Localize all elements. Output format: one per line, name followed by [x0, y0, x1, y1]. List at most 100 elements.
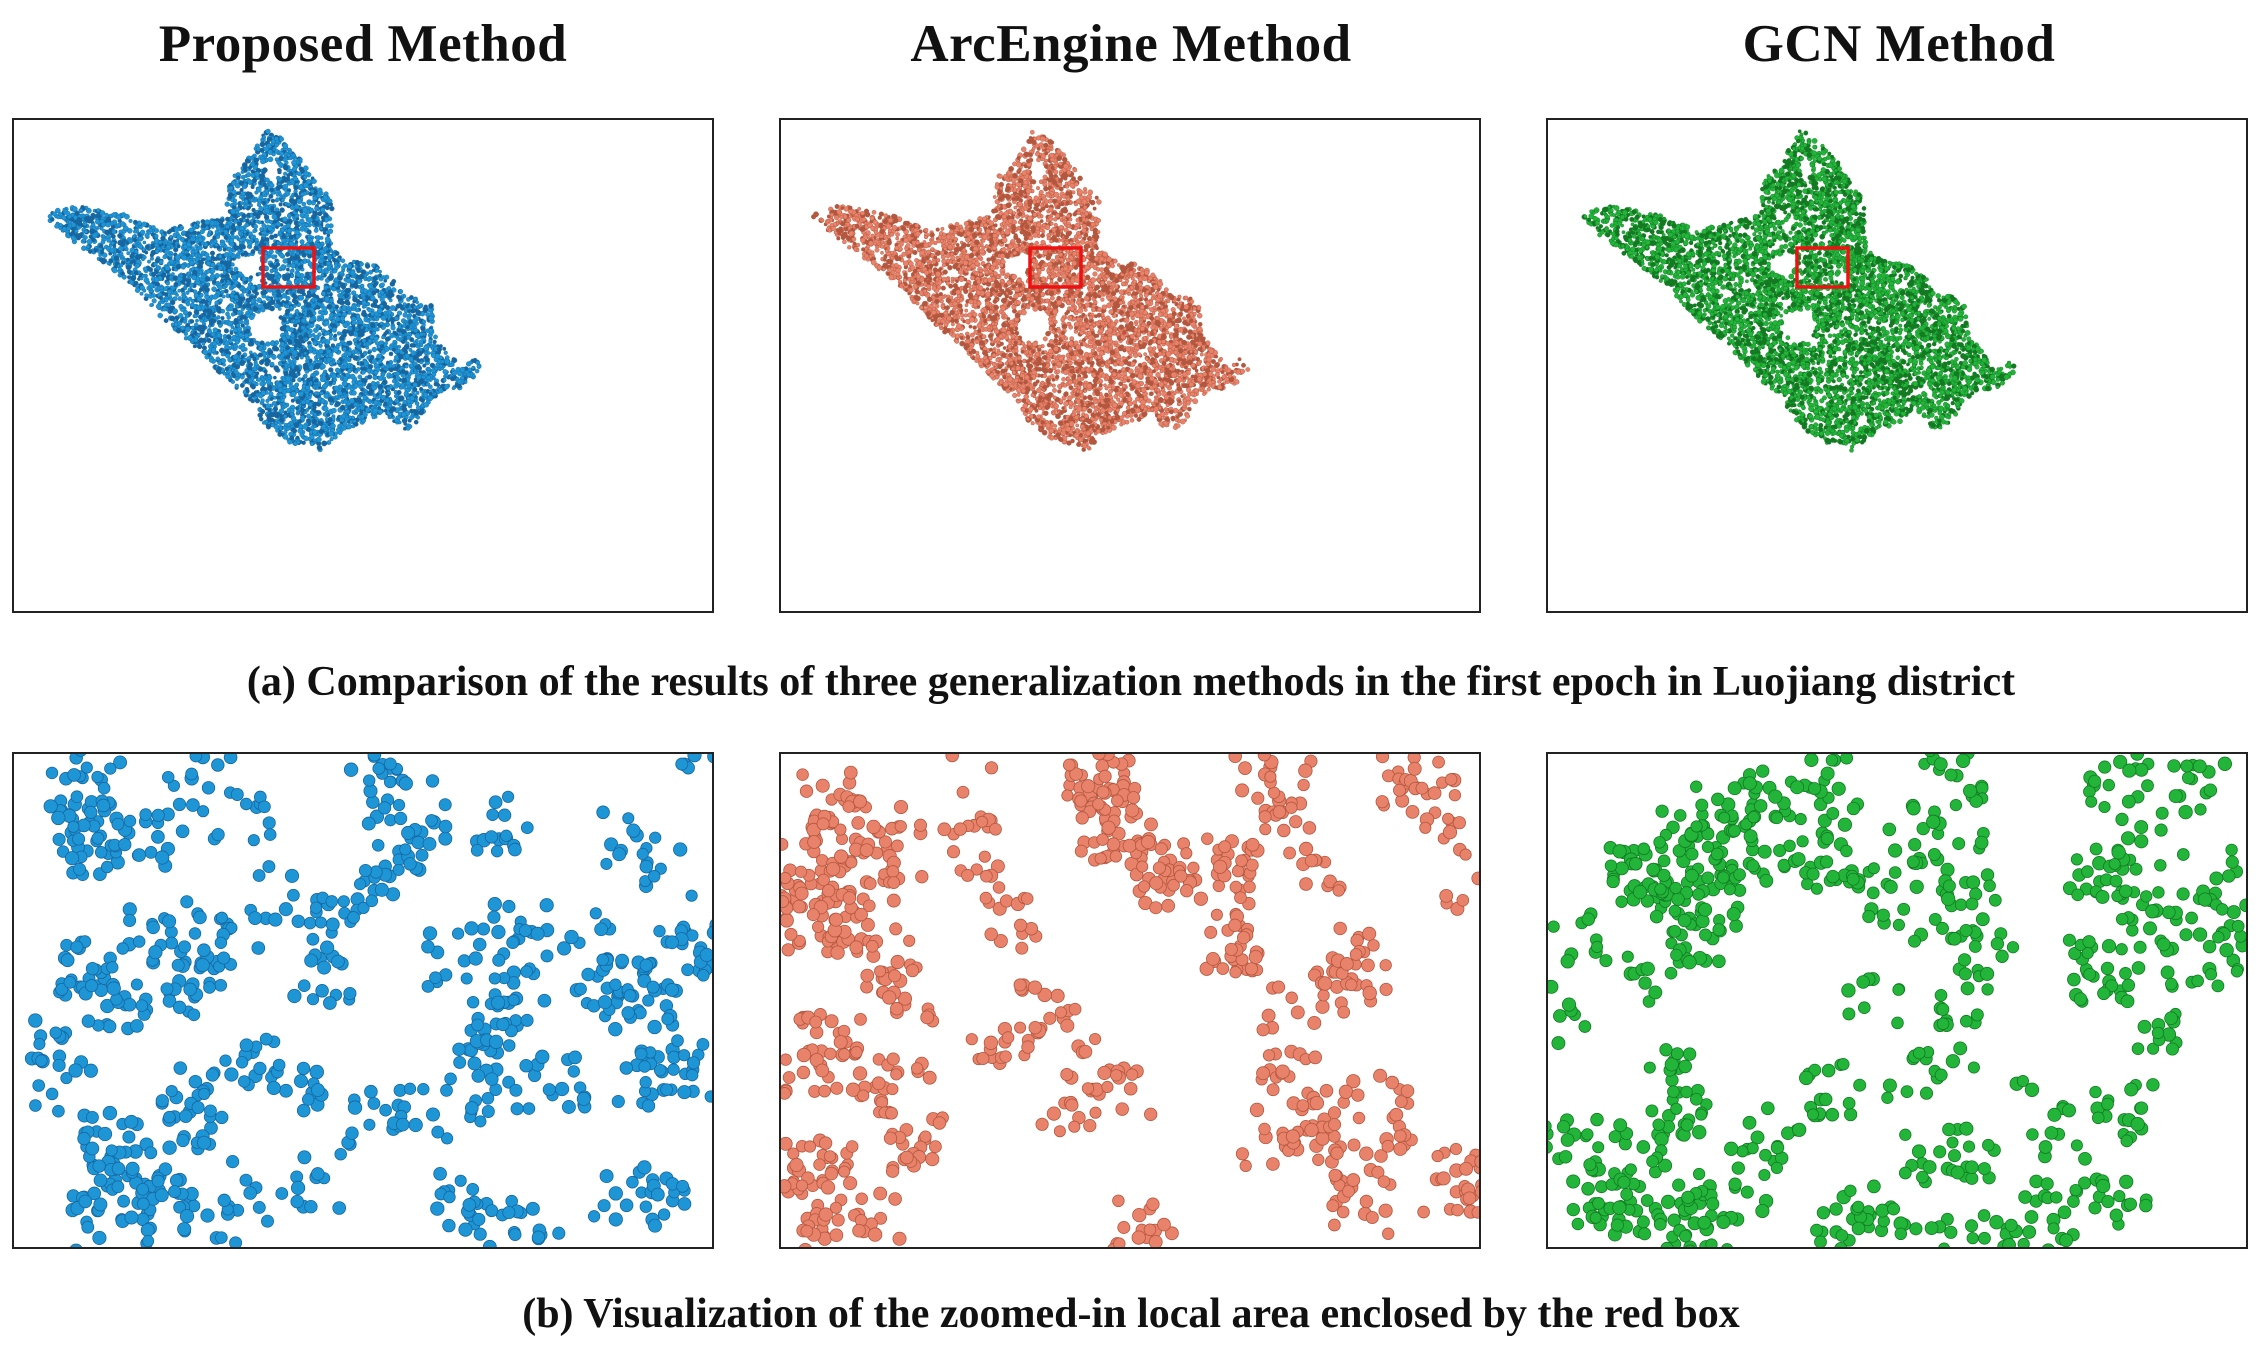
building-point	[304, 369, 309, 374]
building-point	[188, 227, 194, 233]
building-point	[406, 426, 411, 431]
building-point	[201, 282, 205, 286]
building-point	[252, 305, 259, 312]
building-point	[259, 241, 265, 246]
building-point	[164, 265, 171, 271]
building-point	[325, 223, 331, 229]
building-point	[308, 346, 313, 352]
building-point	[257, 352, 263, 358]
building-point	[86, 244, 90, 249]
building-point	[245, 195, 251, 201]
building-point	[163, 239, 168, 244]
building-point	[101, 234, 106, 239]
building-point	[227, 320, 233, 327]
building-point	[268, 194, 273, 199]
building-point	[413, 368, 418, 373]
building-point	[359, 288, 365, 293]
building-point	[268, 262, 275, 268]
building-point	[199, 329, 205, 335]
building-point	[290, 391, 297, 397]
building-point	[262, 230, 267, 236]
building-point	[158, 300, 162, 305]
building-point	[357, 374, 363, 380]
building-point	[234, 182, 241, 189]
building-point	[259, 381, 265, 387]
building-point	[218, 298, 223, 303]
building-point	[362, 342, 367, 347]
building-point	[400, 328, 407, 335]
building-point	[239, 187, 244, 193]
building-point	[211, 225, 215, 229]
building-point	[212, 327, 218, 333]
building-point	[316, 354, 321, 359]
building-point	[208, 358, 214, 363]
building-point	[365, 398, 371, 403]
building-point	[127, 269, 132, 275]
building-point	[373, 399, 379, 406]
building-point	[66, 226, 71, 231]
building-point	[268, 182, 275, 189]
building-point	[108, 227, 113, 233]
building-point	[272, 345, 278, 352]
building-point	[169, 299, 176, 306]
building-point	[268, 249, 274, 255]
building-point	[307, 217, 313, 223]
building-point	[99, 210, 106, 216]
building-point	[451, 357, 458, 364]
building-point	[227, 305, 234, 312]
building-point	[377, 292, 382, 297]
building-point	[245, 337, 250, 343]
building-point	[98, 243, 104, 249]
building-point	[333, 398, 338, 402]
building-point	[355, 259, 360, 265]
building-point	[345, 274, 350, 278]
building-point	[216, 306, 221, 311]
building-point	[418, 396, 424, 402]
building-point	[191, 274, 197, 281]
building-point	[196, 296, 202, 302]
building-point	[299, 415, 306, 421]
building-point	[306, 274, 311, 279]
building-point	[392, 374, 397, 379]
building-point	[56, 215, 61, 220]
building-point	[333, 337, 338, 342]
building-point	[250, 234, 255, 240]
building-point	[279, 288, 284, 294]
building-point	[132, 237, 138, 243]
building-point	[318, 348, 324, 354]
building-point	[269, 361, 275, 367]
building-point	[414, 338, 419, 343]
building-point	[358, 275, 363, 280]
building-point	[80, 213, 85, 218]
building-point	[354, 293, 359, 299]
building-point	[370, 355, 375, 360]
building-point	[230, 208, 236, 215]
building-point	[373, 281, 379, 287]
building-point	[223, 328, 229, 334]
building-point	[457, 370, 463, 377]
building-point	[290, 263, 296, 269]
building-point	[305, 408, 310, 412]
building-point	[301, 440, 306, 445]
building-point	[229, 270, 235, 276]
building-point	[337, 293, 342, 298]
building-point	[443, 350, 448, 355]
building-point	[409, 295, 414, 300]
building-point	[331, 407, 337, 414]
building-point	[94, 213, 99, 219]
building-point	[314, 206, 319, 211]
building-point	[188, 296, 192, 301]
building-point	[267, 156, 274, 163]
building-point	[371, 358, 378, 365]
building-point	[259, 141, 266, 148]
building-point	[355, 313, 361, 319]
building-point	[310, 189, 315, 194]
building-point	[295, 251, 300, 256]
building-point	[272, 406, 278, 412]
building-point	[426, 375, 432, 381]
building-point	[262, 135, 267, 139]
building-point	[334, 367, 340, 373]
building-point	[329, 270, 334, 275]
building-point	[278, 184, 283, 190]
building-point	[215, 356, 221, 362]
